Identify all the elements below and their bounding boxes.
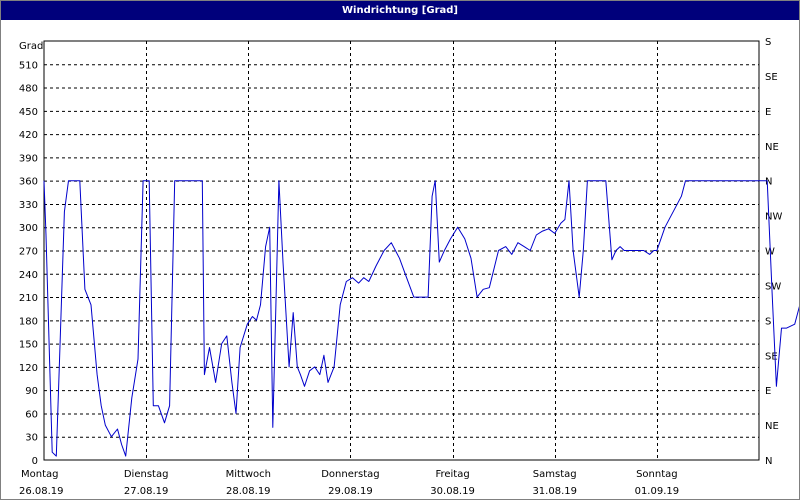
x-date-label: 31.08.19 <box>532 486 577 497</box>
y-tick-label: 420 <box>19 130 38 141</box>
y2-tick-label: N <box>765 177 772 188</box>
y-axis-label: Grad <box>19 41 43 52</box>
y2-tick-label: E <box>765 386 771 397</box>
y2-tick-label: NW <box>765 212 782 223</box>
y2-tick-label: SW <box>765 281 781 292</box>
x-day-label: Montag <box>21 469 58 480</box>
y2-tick-label: E <box>765 107 771 118</box>
y2-tick-label: SE <box>765 351 778 362</box>
y-tick-label: 450 <box>19 107 38 118</box>
y-tick-label: 330 <box>19 200 38 211</box>
y2-tick-label: NE <box>765 421 779 432</box>
x-day-label: Mittwoch <box>226 469 271 480</box>
x-date-label: 01.09.19 <box>635 486 680 497</box>
y2-tick-label: S <box>765 316 771 327</box>
y-tick-label: 90 <box>25 386 38 397</box>
x-date-label: 27.08.19 <box>124 486 169 497</box>
y2-tick-label: S <box>765 37 771 48</box>
x-day-label: Donnerstag <box>321 469 379 480</box>
y-tick-label: 360 <box>19 177 38 188</box>
y-tick-label: 60 <box>25 409 38 420</box>
chart-title: Windrichtung [Grad] <box>1 1 799 20</box>
y-tick-label: 480 <box>19 84 38 95</box>
y-tick-label: 150 <box>19 340 38 351</box>
y-tick-label: 240 <box>19 270 38 281</box>
y-tick-label: 390 <box>19 153 38 164</box>
x-date-label: 28.08.19 <box>226 486 271 497</box>
y-tick-label: 270 <box>19 247 38 258</box>
y-tick-label: 30 <box>25 433 38 444</box>
y-tick-label: 180 <box>19 316 38 327</box>
x-day-label: Samstag <box>533 469 577 480</box>
x-date-label: 26.08.19 <box>19 486 64 497</box>
x-date-label: 29.08.19 <box>328 486 373 497</box>
y2-tick-label: SE <box>765 72 778 83</box>
y-tick-label: 120 <box>19 363 38 374</box>
x-date-label: 30.08.19 <box>430 486 475 497</box>
y-tick-label: 210 <box>19 293 38 304</box>
x-day-label: Sonntag <box>636 469 678 480</box>
y-tick-label: 300 <box>19 223 38 234</box>
y2-tick-label: NE <box>765 142 779 153</box>
y-tick-label: 0 <box>32 456 38 467</box>
y2-tick-label: N <box>765 456 772 467</box>
y-tick-label: 510 <box>19 60 38 71</box>
series-line <box>43 180 799 457</box>
x-day-label: Dienstag <box>124 469 169 480</box>
x-day-label: Freitag <box>435 469 469 480</box>
